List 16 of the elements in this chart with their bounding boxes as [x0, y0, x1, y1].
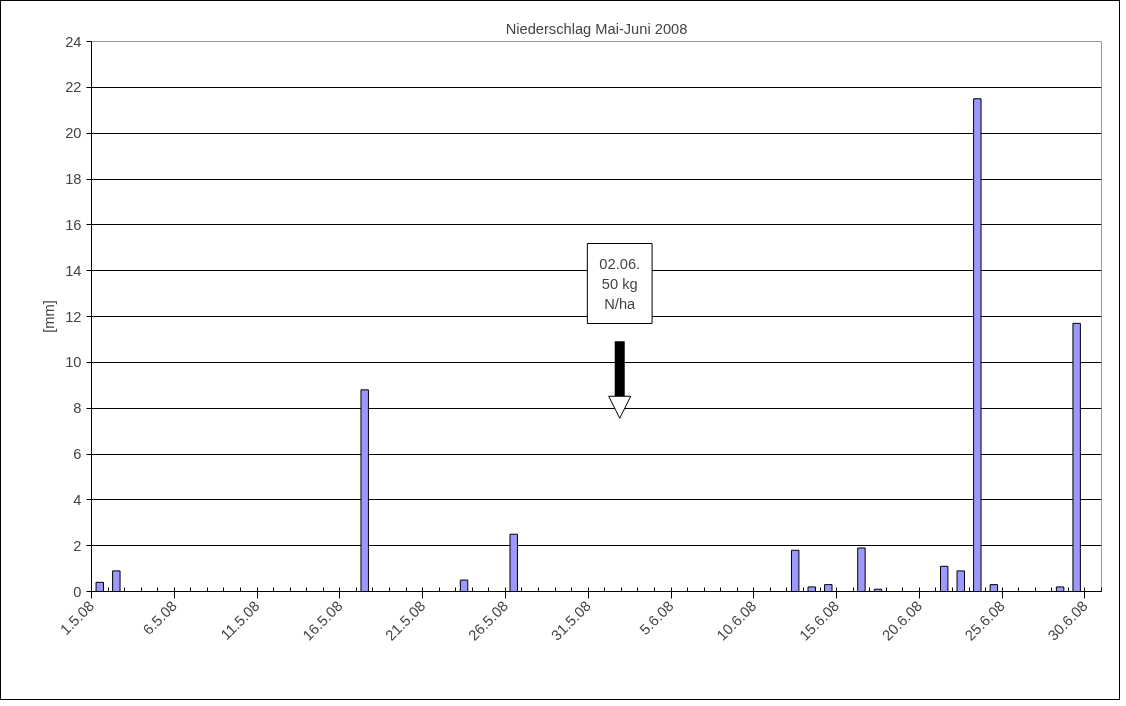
y-tick-label: 8 [73, 400, 82, 417]
y-tick-label: 14 [65, 262, 82, 279]
y-tick-label: 2 [73, 537, 82, 554]
y-tick-label: 24 [65, 33, 82, 50]
y-tick-label: 6 [73, 446, 82, 462]
y-tick-label: 12 [65, 308, 82, 325]
y-tick-label: 10 [65, 354, 82, 371]
y-axis-title: [mm] [41, 300, 58, 333]
y-tick-label: 18 [65, 171, 82, 187]
annotation: 02.06. 50 kg N/ha [599, 255, 641, 312]
y-tick-label: 4 [73, 491, 82, 508]
y-tick-label: 16 [65, 216, 82, 233]
chart-title: Niederschlag Mai-Juni 2008 [505, 20, 688, 37]
y-tick-label: 0 [73, 583, 82, 600]
y-tick-label: 22 [65, 79, 82, 96]
y-tick-label: 20 [65, 125, 82, 142]
